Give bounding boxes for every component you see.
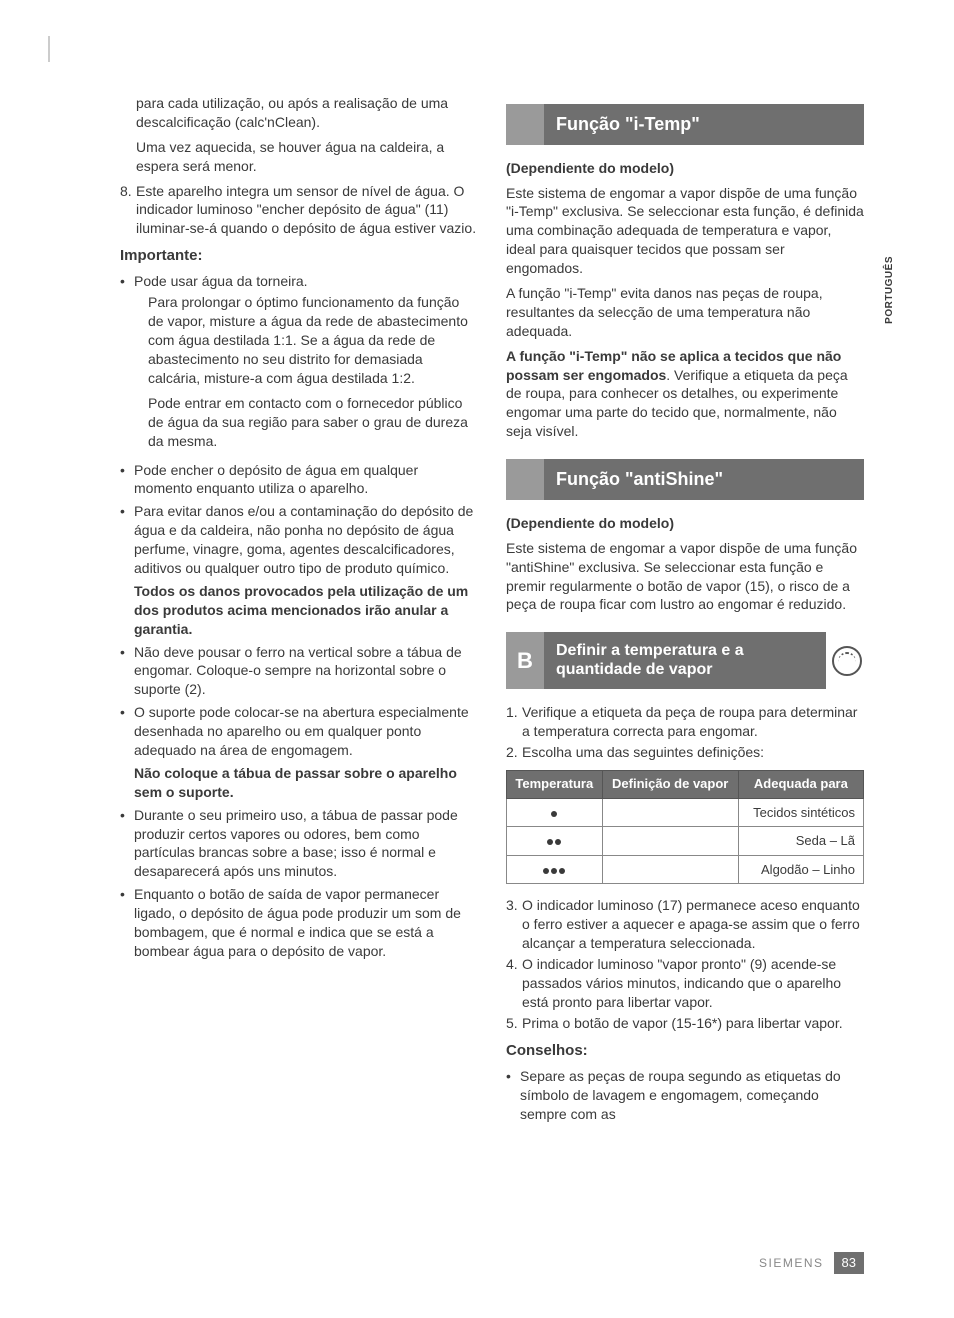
- section-tab-blank: [506, 104, 544, 145]
- page-number: 83: [834, 1252, 864, 1274]
- cell-steam-3: [602, 855, 738, 884]
- itemp-p1: Este sistema de engomar a vapor dispõe d…: [506, 184, 864, 278]
- item-text: O indicador luminoso "vapor pronto" (9) …: [522, 955, 864, 1012]
- support-warning: Não coloque a tábua de passar sobre o ap…: [134, 764, 478, 802]
- section-itemp: Função "i-Temp": [506, 104, 864, 145]
- section-b: B Definir a temperatura e a quantidade d…: [506, 632, 864, 689]
- itemp-p3: A função "i-Temp" não se aplica a tecido…: [506, 347, 864, 441]
- item-number: 1.: [506, 703, 522, 741]
- bullet-icon: •: [120, 643, 134, 700]
- section-title: Função "i-Temp": [544, 104, 864, 145]
- bullet-1: • Pode usar água da torneira. Para prolo…: [120, 272, 478, 456]
- item-text: O indicador luminoso (17) permanece aces…: [522, 896, 864, 953]
- bullet-4: • Não deve pousar o ferro na vertical so…: [120, 643, 478, 700]
- th-temperature: Temperatura: [507, 770, 603, 798]
- intro-para-b: Uma vez aquecida, se houver água na cald…: [120, 138, 478, 176]
- item-text: Escolha uma das seguintes definições:: [522, 743, 864, 762]
- item-number: 3.: [506, 896, 522, 953]
- cell-dots-3: [507, 855, 603, 884]
- bullet-text: Para evitar danos e/ou a contaminação do…: [134, 503, 473, 576]
- warranty-warning: Todos os danos provocados pela utilizaçã…: [134, 582, 478, 639]
- bullet-text: Pode usar água da torneira.: [134, 273, 308, 289]
- conselho-1: • Separe as peças de roupa segundo as et…: [506, 1067, 864, 1124]
- bullet-icon: •: [120, 272, 134, 456]
- intro-para-a: para cada utilização, ou após a realisaç…: [120, 94, 478, 132]
- item-number: 2.: [506, 743, 522, 762]
- model-dependent: (Dependiente do modelo): [506, 514, 864, 533]
- table-row: Tecidos sintéticos: [507, 798, 864, 827]
- dial-icon: [826, 632, 864, 689]
- cell-steam-2: [602, 827, 738, 856]
- cell-dots-1: [507, 798, 603, 827]
- left-column: para cada utilização, ou após a realisaç…: [120, 94, 478, 1127]
- bullet-sub-a: Para prolongar o óptimo funcionamento da…: [134, 293, 478, 387]
- importante-heading: Importante:: [120, 246, 478, 266]
- language-tab: PORTUGUÊS: [883, 256, 897, 324]
- bullet-text: Separe as peças de roupa segundo as etiq…: [520, 1067, 864, 1124]
- cell-fabric-1: Tecidos sintéticos: [738, 798, 863, 827]
- item-text: Verifique a etiqueta da peça de roupa pa…: [522, 703, 864, 741]
- page-content: para cada utilização, ou após a realisaç…: [0, 0, 954, 1197]
- item-text: Prima o botão de vapor (15-16*) para lib…: [522, 1014, 864, 1033]
- step-5: 5. Prima o botão de vapor (15-16*) para …: [506, 1014, 864, 1033]
- bullet-3: • Para evitar danos e/ou a contaminação …: [120, 502, 478, 638]
- page-footer: SIEMENS 83: [759, 1252, 864, 1274]
- bullet-text: Pode encher o depósito de água em qualqu…: [134, 461, 478, 499]
- bullet-icon: •: [506, 1067, 520, 1124]
- section-antishine: Função "antiShine": [506, 459, 864, 500]
- cell-dots-2: [507, 827, 603, 856]
- bullet-2: • Pode encher o depósito de água em qual…: [120, 461, 478, 499]
- table-row: Seda – Lã: [507, 827, 864, 856]
- list-item-8: 8. Este aparelho integra um sensor de ní…: [120, 182, 478, 239]
- item-number: 8.: [120, 182, 136, 239]
- footer-brand: SIEMENS: [759, 1255, 824, 1271]
- bullet-icon: •: [120, 461, 134, 499]
- cell-fabric-3: Algodão – Linho: [738, 855, 863, 884]
- section-tab-blank: [506, 459, 544, 500]
- section-title: Definir a temperatura e a quantidade de …: [544, 632, 826, 689]
- temperature-table: Temperatura Definição de vapor Adequada …: [506, 770, 864, 885]
- bullet-sub-b: Pode entrar em contacto com o fornecedor…: [134, 394, 478, 451]
- th-suitable: Adequada para: [738, 770, 863, 798]
- itemp-p2: A função "i-Temp" evita danos nas peças …: [506, 284, 864, 341]
- bullet-text: O suporte pode colocar-se na abertura es…: [134, 704, 469, 758]
- bullet-text: Não deve pousar o ferro na vertical sobr…: [134, 643, 478, 700]
- section-letter: B: [506, 632, 544, 689]
- item-number: 4.: [506, 955, 522, 1012]
- step-3: 3. O indicador luminoso (17) permanece a…: [506, 896, 864, 953]
- bullet-text: Durante o seu primeiro uso, a tábua de p…: [134, 806, 478, 882]
- bullet-7: • Enquanto o botão de saída de vapor per…: [120, 885, 478, 961]
- conselhos-heading: Conselhos:: [506, 1041, 864, 1061]
- bullet-icon: •: [120, 703, 134, 801]
- th-steam: Definição de vapor: [602, 770, 738, 798]
- antishine-p1: Este sistema de engomar a vapor dispõe d…: [506, 539, 864, 615]
- item-text: Este aparelho integra um sensor de nível…: [136, 182, 478, 239]
- step-2: 2. Escolha uma das seguintes definições:: [506, 743, 864, 762]
- step-4: 4. O indicador luminoso "vapor pronto" (…: [506, 955, 864, 1012]
- top-crop-mark: [48, 36, 50, 62]
- table-row: Algodão – Linho: [507, 855, 864, 884]
- model-dependent: (Dependiente do modelo): [506, 159, 864, 178]
- bullet-icon: •: [120, 885, 134, 961]
- cell-fabric-2: Seda – Lã: [738, 827, 863, 856]
- section-title: Função "antiShine": [544, 459, 864, 500]
- step-1: 1. Verifique a etiqueta da peça de roupa…: [506, 703, 864, 741]
- bullet-icon: •: [120, 502, 134, 638]
- bullet-5: • O suporte pode colocar-se na abertura …: [120, 703, 478, 801]
- bullet-6: • Durante o seu primeiro uso, a tábua de…: [120, 806, 478, 882]
- item-number: 5.: [506, 1014, 522, 1033]
- right-column: Função "i-Temp" (Dependiente do modelo) …: [506, 94, 864, 1127]
- bullet-text: Enquanto o botão de saída de vapor perma…: [134, 885, 478, 961]
- bullet-icon: •: [120, 806, 134, 882]
- cell-steam-1: [602, 798, 738, 827]
